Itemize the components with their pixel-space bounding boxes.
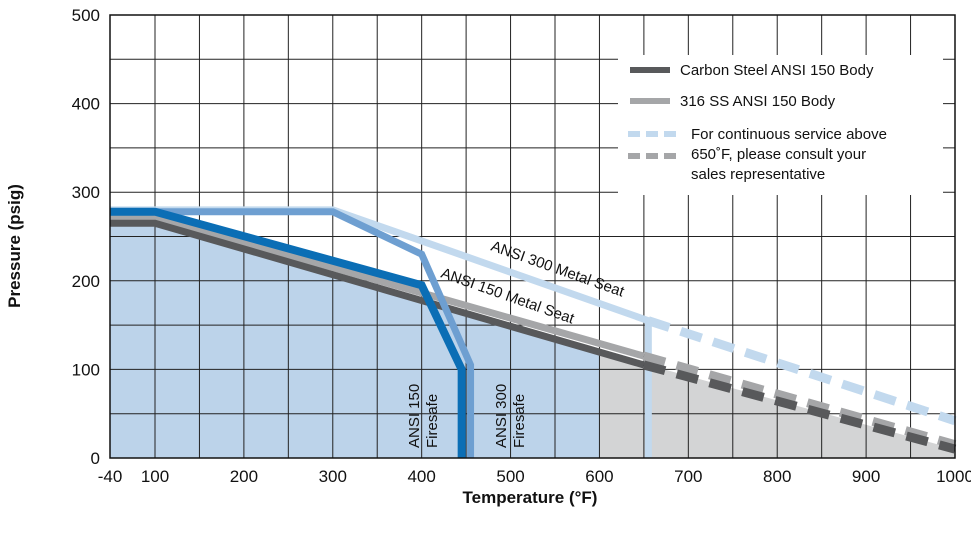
legend-label-316ss: 316 SS ANSI 150 Body xyxy=(680,93,836,110)
series-ansi300_metal-dashed xyxy=(646,316,957,426)
series-carbon_steel xyxy=(110,219,645,369)
x-tick-label: -40 xyxy=(98,467,123,486)
series-ss316 xyxy=(110,213,645,360)
legend-background xyxy=(618,55,943,195)
legend-label-dashed-line1: For continuous service above xyxy=(691,126,887,143)
legend: Carbon Steel ANSI 150 Body 316 SS ANSI 1… xyxy=(618,55,943,195)
y-tick-label: 200 xyxy=(72,272,100,291)
label-ansi300-firesafe-line1: ANSI 300 xyxy=(493,384,510,448)
series-ansi300_firesafe xyxy=(110,208,475,458)
y-tick-labels: 0 100 200 300 400 500 xyxy=(72,6,100,468)
x-tick-label: 600 xyxy=(585,467,613,486)
x-axis-title: Temperature (°F) xyxy=(463,488,598,507)
x-tick-label: 500 xyxy=(496,467,524,486)
x-tick-label: 1000 xyxy=(936,467,971,486)
region-blue_fill xyxy=(110,223,600,458)
x-tick-label: 700 xyxy=(674,467,702,486)
label-ansi300-firesafe-line2: Firesafe xyxy=(511,394,528,448)
x-tick-label: 300 xyxy=(319,467,347,486)
x-tick-label: 900 xyxy=(852,467,880,486)
x-tick-label: 800 xyxy=(763,467,791,486)
y-tick-label: 500 xyxy=(72,6,100,25)
x-tick-labels: -40 100 200 300 400 500 600 700 800 900 1000 xyxy=(98,467,971,486)
x-tick-label: 200 xyxy=(230,467,258,486)
legend-label-dashed-line2: 650˚F, please consult your xyxy=(691,146,866,163)
x-tick-label: 100 xyxy=(141,467,169,486)
plot-frame xyxy=(109,14,956,459)
legend-label-carbon-steel: Carbon Steel ANSI 150 Body xyxy=(680,62,874,79)
label-ansi150-firesafe-line1: ANSI 150 xyxy=(406,384,423,448)
legend-label-dashed-line3: sales representative xyxy=(691,166,825,183)
y-tick-label: 400 xyxy=(72,95,100,114)
y-axis-title: Pressure (psig) xyxy=(5,184,24,308)
y-tick-label: 0 xyxy=(91,449,100,468)
series-lines xyxy=(110,206,957,458)
label-ansi150-firesafe-line2: Firesafe xyxy=(424,394,441,448)
series-ss316-dashed xyxy=(642,351,957,450)
series-ansi150_firesafe xyxy=(110,207,466,458)
y-tick-label: 300 xyxy=(72,183,100,202)
series-carbon_steel-dashed xyxy=(642,360,957,454)
y-tick-label: 100 xyxy=(72,360,100,379)
x-tick-label: 400 xyxy=(407,467,435,486)
